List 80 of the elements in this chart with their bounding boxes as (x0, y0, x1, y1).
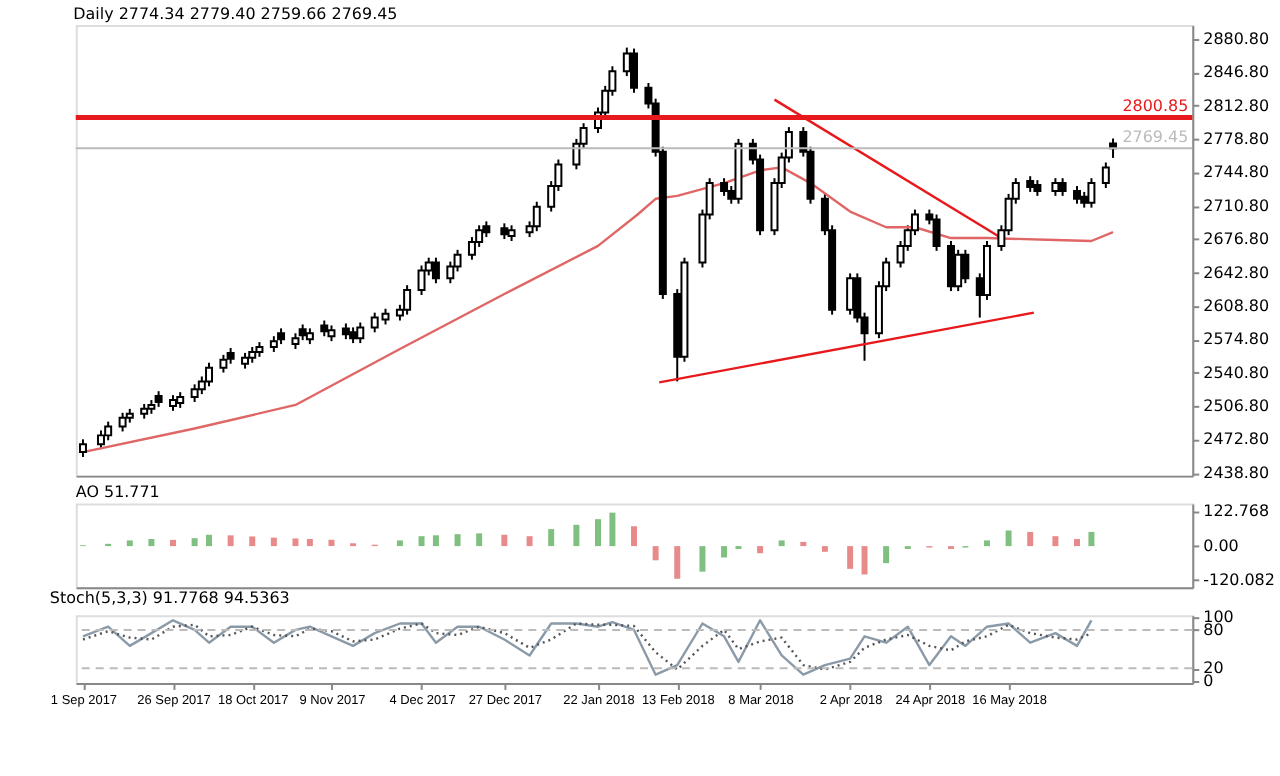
chart-title: Stoch(5,3,3) 91.7768 94.5363 (49, 589, 290, 608)
bar (699, 546, 706, 572)
y-tick-label: 2676.80 (1203, 230, 1270, 249)
bar (800, 541, 807, 547)
bar (206, 534, 213, 547)
y-tick-label: 2642.80 (1203, 263, 1270, 282)
bar (501, 534, 508, 547)
bar (652, 546, 659, 561)
candlestick (417, 264, 426, 296)
candlestick (946, 240, 955, 293)
chart-title: AO 51.771 (75, 483, 160, 502)
candlestick (431, 256, 440, 285)
ref-line-label: 2800.85 (1122, 97, 1189, 116)
y-tick-label: 122.768 (1203, 502, 1270, 521)
bar (1027, 531, 1034, 547)
bar (1088, 531, 1095, 547)
bar (476, 533, 483, 547)
candlestick (118, 411, 127, 433)
bar (1074, 539, 1081, 547)
y-tick-label: 2540.80 (1203, 363, 1270, 382)
y-tick-label: 0.00 (1203, 537, 1239, 556)
candlestick (932, 213, 941, 252)
bar (454, 534, 461, 547)
y-tick-label: 0 (1203, 672, 1214, 691)
bar (847, 546, 854, 569)
bar (548, 529, 555, 547)
bar (328, 539, 335, 547)
candlestick (630, 47, 639, 94)
y-tick-label: 2812.80 (1203, 96, 1270, 115)
y-tick-label: 2506.80 (1203, 397, 1270, 416)
bar (674, 546, 681, 579)
bar (1052, 536, 1059, 547)
y-tick-label: -120.082 (1203, 571, 1275, 590)
bar (883, 546, 890, 564)
y-tick-label: 2608.80 (1203, 296, 1270, 315)
bar (757, 546, 764, 554)
bar (432, 535, 439, 547)
bar (292, 538, 299, 547)
bar (595, 519, 601, 547)
candlestick (961, 248, 970, 285)
bar (631, 526, 638, 547)
candlestick (356, 321, 365, 345)
bar (126, 540, 133, 547)
bar (191, 538, 198, 547)
candlestick (846, 272, 855, 316)
bar (418, 536, 425, 547)
bar (778, 540, 785, 547)
bar (170, 539, 176, 547)
ref-line-label: 2769.45 (1122, 128, 1189, 147)
bar (821, 546, 828, 552)
bar (609, 512, 616, 547)
candlestick (532, 200, 541, 233)
bar (1005, 530, 1012, 547)
y-tick-label: 2710.80 (1203, 196, 1270, 215)
y-tick-label: 2880.80 (1203, 29, 1270, 48)
bar (983, 540, 990, 547)
y-tick-label: 80 (1203, 620, 1224, 639)
candlestick (1101, 161, 1110, 189)
y-tick-label: 2574.80 (1203, 330, 1270, 349)
candlestick (954, 248, 963, 293)
bar (396, 540, 403, 547)
y-tick-label: 2846.80 (1203, 63, 1270, 82)
chart-title: Daily 2774.34 2779.40 2759.66 2769.45 (73, 5, 398, 24)
candlestick (104, 420, 113, 442)
bar (526, 536, 533, 547)
bar (270, 537, 277, 547)
y-tick-label: 2778.80 (1203, 130, 1270, 149)
bar (861, 546, 868, 575)
bar (227, 535, 234, 547)
candlestick (205, 361, 214, 388)
y-tick-label: 2472.80 (1203, 430, 1270, 449)
y-tick-label: 2438.80 (1203, 463, 1270, 482)
bar (249, 536, 256, 547)
bar (148, 539, 155, 547)
bar (573, 524, 580, 547)
candlestick (403, 284, 412, 316)
bar (721, 546, 728, 558)
bar (306, 539, 313, 547)
candlestick (1087, 177, 1096, 209)
y-tick-label: 2744.80 (1203, 163, 1270, 182)
